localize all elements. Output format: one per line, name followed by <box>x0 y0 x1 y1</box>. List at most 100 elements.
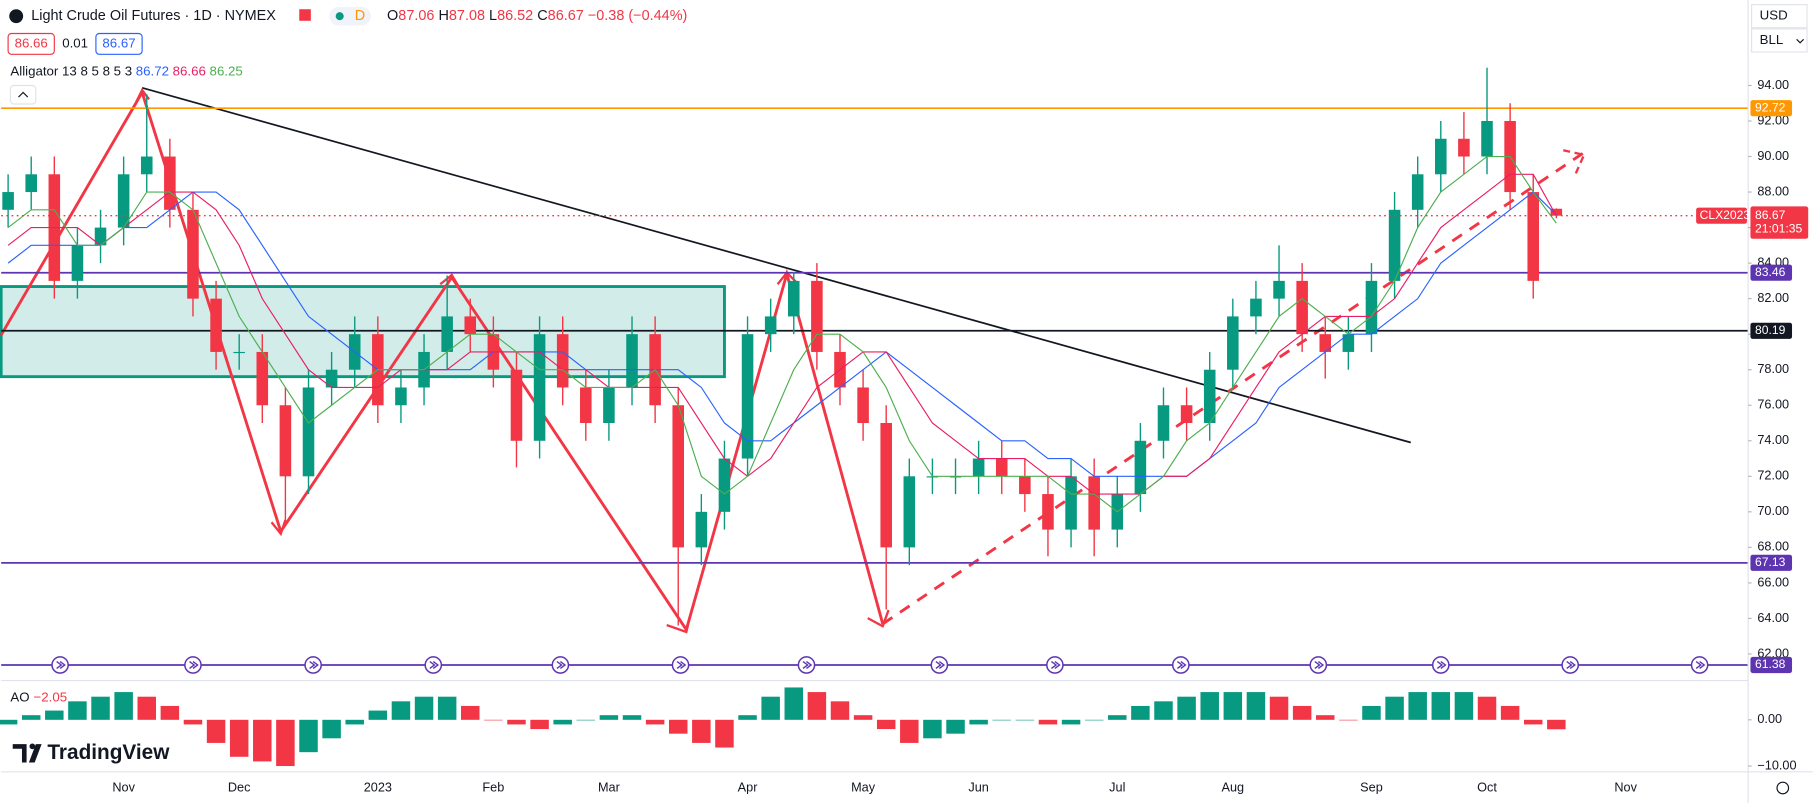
ao-bar <box>853 715 873 720</box>
ohlc-value: 87.08 <box>449 8 485 24</box>
candle-body <box>1527 192 1540 281</box>
ao-title: AO <box>10 689 29 704</box>
level-tag <box>1750 554 1793 571</box>
ao-bar <box>114 692 133 720</box>
logo-mark <box>29 743 36 750</box>
ao-bar <box>738 715 757 720</box>
candle-body <box>626 334 638 388</box>
candle-body <box>1481 120 1493 157</box>
ao-bar <box>368 710 388 720</box>
x-tick-label: Feb <box>482 780 504 794</box>
ao-bar <box>992 719 1011 721</box>
indicator-value: 86.25 <box>210 63 243 78</box>
ohlc-label: L <box>489 8 497 24</box>
candle-body <box>995 458 1008 477</box>
candle-body <box>741 334 754 459</box>
y-tick-label: 68.00 <box>1757 540 1789 554</box>
ao-bar <box>91 696 110 720</box>
y-tick-label: 76.00 <box>1757 398 1789 412</box>
ohlc-value: 86.67 <box>548 8 584 24</box>
ao-bar <box>137 696 156 720</box>
ao-bar <box>830 701 850 720</box>
y-tick-label: 64.00 <box>1757 611 1789 625</box>
status-pill[interactable] <box>329 6 371 26</box>
ao-bar <box>1108 715 1127 720</box>
symbol-icon <box>9 9 24 24</box>
ao-bar <box>253 719 272 762</box>
event-icon <box>51 656 69 674</box>
y-tick-label: 66.00 <box>1757 575 1789 589</box>
level-tag-label: 83.46 <box>1755 265 1786 279</box>
ao-bar <box>900 719 919 743</box>
ao-bar <box>784 687 804 720</box>
x-tick-label: Dec <box>228 780 251 794</box>
ohlc-label: O <box>387 8 398 24</box>
event-icon <box>184 656 202 674</box>
bid-box[interactable] <box>7 32 55 55</box>
alligator-line <box>7 173 1557 495</box>
event-icon <box>551 656 570 674</box>
arrow-heads <box>1563 149 1586 177</box>
currency-button[interactable] <box>1751 4 1808 29</box>
x-tick-label: Nov <box>112 780 135 794</box>
ohlc-label: C <box>537 8 547 24</box>
ao-bar <box>622 715 642 720</box>
candle-body <box>395 387 407 406</box>
candle-body <box>1411 174 1424 210</box>
arrow-heads <box>135 87 890 634</box>
candle-body <box>279 405 292 477</box>
ask-box[interactable] <box>95 32 143 55</box>
candle-body <box>210 298 222 352</box>
ao-bar <box>1362 705 1381 720</box>
candle-body <box>857 387 869 424</box>
settings-icon[interactable] <box>1776 781 1790 795</box>
event-icon <box>424 656 443 674</box>
ao-bar <box>1177 696 1196 720</box>
ao-bar <box>1154 701 1173 720</box>
ao-bar <box>1246 692 1266 720</box>
ao-bar <box>1038 719 1058 725</box>
x-tick-label: Aug <box>1222 780 1245 794</box>
level-tag <box>1750 264 1793 281</box>
x-tick-label: May <box>851 780 876 794</box>
candle-body <box>1250 298 1262 317</box>
symbol-title: Light Crude Oil Futures · 1D · NYMEX <box>31 8 276 24</box>
ao-bar <box>576 719 596 721</box>
y-tick-label: 90.00 <box>1757 149 1789 163</box>
candle-body <box>187 209 199 299</box>
candle-body <box>1042 494 1054 530</box>
ao-bar <box>322 719 341 739</box>
ao-bar <box>183 719 203 725</box>
candle-body <box>1319 334 1332 352</box>
ao-bar <box>1431 692 1451 720</box>
dropdown-icon <box>1796 38 1804 44</box>
ao-bar <box>484 719 503 721</box>
collapse-button[interactable] <box>9 84 37 105</box>
ao-bar <box>715 719 734 748</box>
candle-body <box>71 245 84 281</box>
y-tick-label: 78.00 <box>1757 362 1789 376</box>
candle-body <box>25 174 37 193</box>
indicator-legend: Alligator 13 8 5 8 5 3 86.72 86.66 86.25 <box>10 63 242 78</box>
candle-body <box>1458 138 1470 157</box>
candle-body <box>1550 208 1563 216</box>
ao-bar <box>437 696 457 720</box>
price-tag <box>1750 206 1809 239</box>
ao-bar <box>645 719 665 725</box>
bid: 86.66 <box>15 35 48 50</box>
candle-body <box>464 316 477 335</box>
candle-body <box>1134 440 1147 495</box>
status-dot <box>335 12 344 21</box>
countdown: 21:01:35 <box>1755 222 1802 236</box>
candle-body <box>603 387 615 424</box>
flag[interactable] <box>299 9 311 21</box>
y-tick-label: −10.00 <box>1757 758 1796 772</box>
x-tick-label: Jun <box>968 780 988 794</box>
unit-button[interactable] <box>1751 28 1808 53</box>
ao-bar <box>969 719 988 725</box>
event-icon <box>1171 656 1190 674</box>
x-tick-label: Mar <box>598 780 621 794</box>
candle-body <box>164 156 176 210</box>
event-icon <box>1309 656 1328 674</box>
